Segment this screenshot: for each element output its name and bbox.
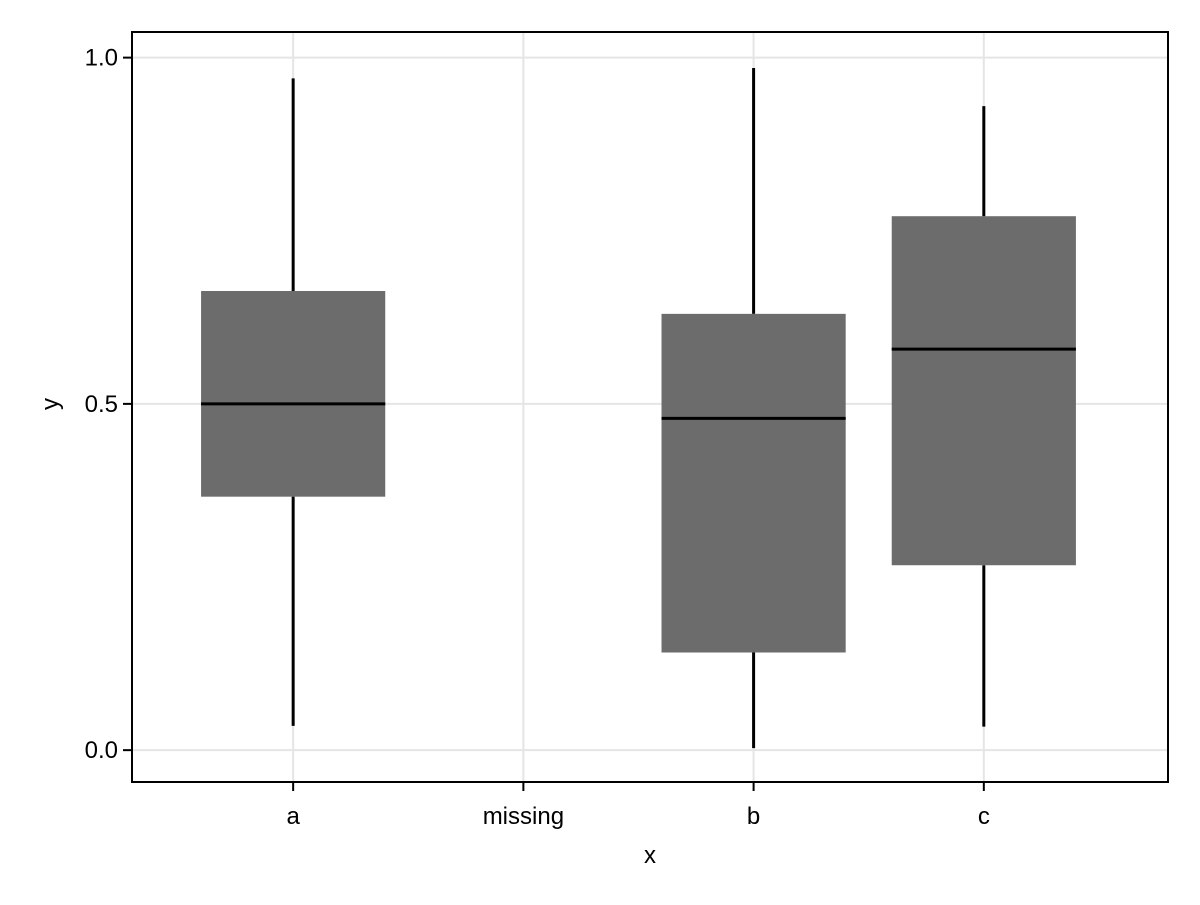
x-axis-label: x xyxy=(644,842,656,869)
box-b xyxy=(661,313,846,653)
x-tick-label: c xyxy=(978,803,990,830)
y-tick-label: 0.0 xyxy=(85,737,118,764)
y-tick-label: 0.5 xyxy=(85,391,118,418)
y-tick-label: 1.0 xyxy=(85,45,118,72)
box-a xyxy=(201,291,386,497)
plot-frame xyxy=(131,31,1169,783)
tick-layer: a missing b c 0.0 0.5 1.0 xyxy=(85,45,990,830)
x-tick-label: missing xyxy=(483,803,564,830)
y-axis-label: y xyxy=(37,398,64,410)
box-layer xyxy=(201,68,1076,749)
x-tick-label: a xyxy=(286,803,300,830)
box-c xyxy=(891,216,1076,566)
x-tick-label: b xyxy=(747,803,760,830)
